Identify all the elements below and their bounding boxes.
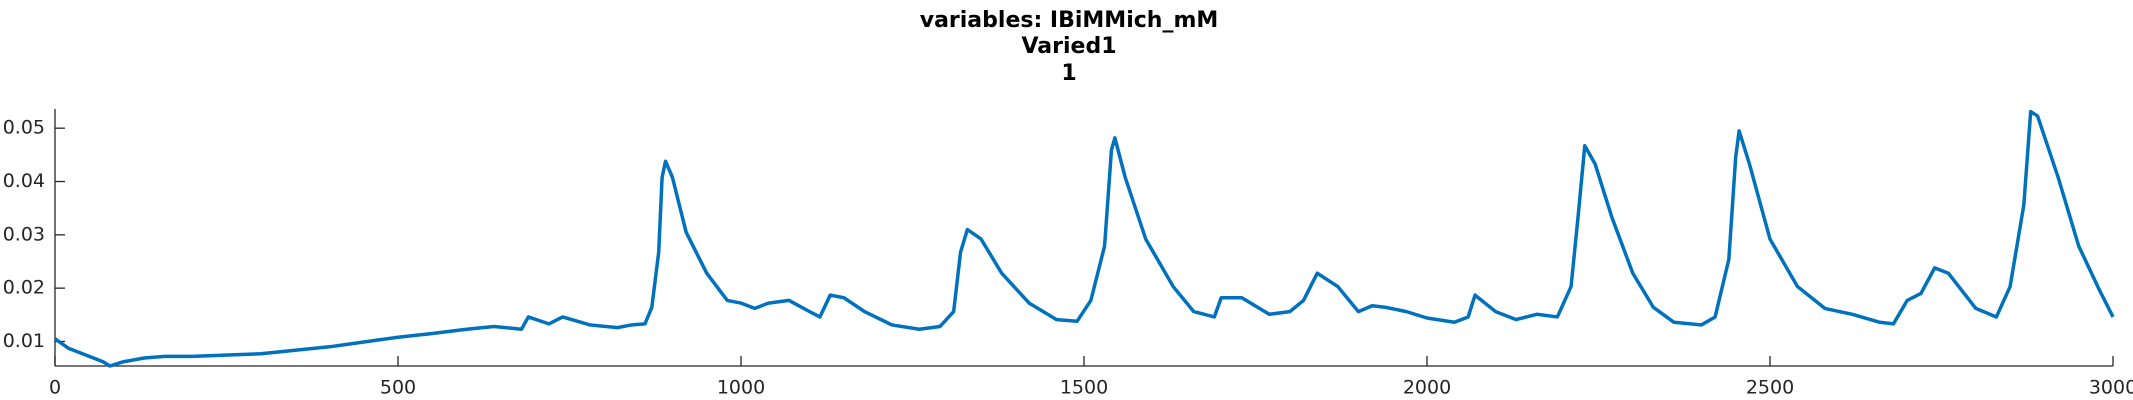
- chart-subtitle: Varied1: [1021, 34, 1116, 59]
- y-tick-label: 0.05: [3, 117, 45, 139]
- chart-subtitle-2: 1: [1061, 61, 1076, 86]
- x-tick-label: 0: [49, 377, 61, 399]
- x-tick-label: 2000: [1403, 377, 1451, 399]
- x-tick-label: 500: [380, 377, 416, 399]
- chart-title: variables: IBiMMich_mM: [920, 8, 1219, 33]
- y-tick-label: 0.01: [3, 330, 45, 352]
- y-tick-label: 0.02: [3, 277, 45, 299]
- y-tick-label: 0.04: [3, 170, 45, 192]
- x-tick-label: 3000: [2089, 377, 2133, 399]
- x-tick-label: 2500: [1746, 377, 1794, 399]
- y-tick-label: 0.03: [3, 223, 45, 245]
- data-line: [53, 109, 2115, 368]
- x-tick-label: 1500: [1060, 377, 1108, 399]
- x-tick-label: 1000: [717, 377, 765, 399]
